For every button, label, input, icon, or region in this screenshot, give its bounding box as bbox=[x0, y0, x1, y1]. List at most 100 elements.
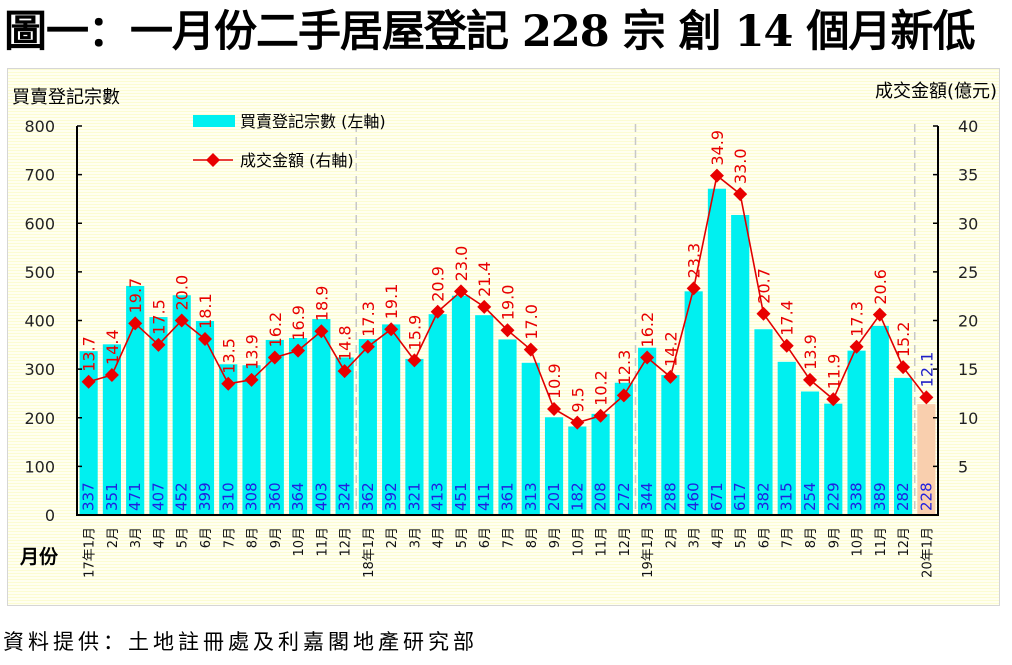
left-tick-label: 500 bbox=[24, 263, 55, 282]
bar-value-label: 310 bbox=[219, 482, 237, 511]
line-value-label: 33.0 bbox=[731, 148, 750, 184]
bar bbox=[288, 338, 308, 515]
line-marker-diamond-icon bbox=[803, 372, 818, 387]
line-marker-diamond-icon bbox=[360, 339, 375, 354]
line-value-label: 13.5 bbox=[219, 338, 238, 374]
line-marker-diamond-icon bbox=[733, 187, 748, 202]
source-note: 資料提供：土地註冊處及利嘉閣地產研究部 bbox=[3, 630, 478, 654]
line-marker-diamond-icon bbox=[174, 313, 189, 328]
line-marker-diamond-icon bbox=[151, 337, 166, 352]
bar-value-label: 282 bbox=[894, 482, 912, 511]
line-value-label: 14.8 bbox=[336, 325, 355, 361]
bar-value-label: 313 bbox=[522, 482, 540, 511]
left-tick-label: 700 bbox=[24, 166, 55, 185]
bar-value-label: 407 bbox=[149, 482, 167, 511]
line-marker-diamond-icon bbox=[826, 392, 841, 407]
x-tick-label: 3月 bbox=[408, 527, 423, 548]
x-axis-labels: 17年1月 2月 3月 4月 5月 6月 7月 8月 9月 10月 11月 12月 18年1月 2月 3月 4… bbox=[83, 527, 936, 578]
x-tick-label: 2月 bbox=[385, 527, 400, 548]
bar bbox=[195, 320, 215, 515]
bar bbox=[382, 324, 401, 515]
line-marker-diamond-icon bbox=[337, 364, 352, 379]
bar-value-label: 308 bbox=[243, 482, 261, 511]
line-value-label: 18.1 bbox=[196, 293, 215, 329]
line-value-label: 14.2 bbox=[661, 331, 680, 367]
right-tick-label: 15 bbox=[958, 360, 978, 379]
bar bbox=[638, 347, 657, 515]
line-marker-diamond-icon bbox=[453, 284, 468, 299]
line-marker-diamond-icon bbox=[663, 369, 678, 384]
bar-value-labels: 337 351 471 407 452 399 310 308 360 364 403 324 362 3… bbox=[80, 482, 936, 511]
x-tick-label: 8月 bbox=[525, 527, 540, 548]
line-marker-diamond-icon bbox=[477, 299, 492, 314]
x-tick-label: 11月 bbox=[315, 527, 330, 557]
bar-value-label: 228 bbox=[917, 482, 935, 511]
x-tick-label: 18年1月 bbox=[362, 527, 377, 578]
line-marker-diamond-icon bbox=[709, 168, 724, 183]
bar-value-label: 617 bbox=[731, 482, 749, 511]
bar-value-label: 389 bbox=[871, 482, 889, 511]
left-tick-label: 200 bbox=[24, 409, 55, 428]
x-tick-label: 4月 bbox=[711, 527, 726, 548]
bar bbox=[498, 339, 517, 515]
line-value-label: 19.0 bbox=[499, 285, 518, 321]
bar-value-label: 315 bbox=[778, 482, 796, 511]
x-tick-label: 5月 bbox=[734, 527, 749, 548]
line-value-label: 16.9 bbox=[289, 305, 308, 341]
line-marker-diamond-icon bbox=[872, 307, 887, 322]
bar bbox=[102, 344, 121, 515]
bar-value-label: 324 bbox=[336, 482, 354, 511]
bar bbox=[521, 362, 540, 515]
left-tick-label: 300 bbox=[24, 360, 55, 379]
x-tick-label: 8月 bbox=[804, 527, 819, 548]
line-marker-diamond-icon bbox=[314, 324, 329, 339]
right-axis-ticks: 5 10 15 20 25 30 35 40 bbox=[933, 117, 978, 516]
line-value-label: 13.9 bbox=[243, 334, 262, 370]
x-tick-label: 10月 bbox=[851, 527, 866, 557]
x-tick-label: 17年1月 bbox=[83, 527, 98, 578]
x-tick-label: 5月 bbox=[455, 527, 470, 548]
bar-value-label: 362 bbox=[359, 482, 377, 511]
line-value-label: 17.3 bbox=[848, 301, 867, 337]
right-tick-label: 10 bbox=[958, 409, 978, 428]
line-value-label: 13.7 bbox=[80, 336, 99, 372]
x-tick-label: 12月 bbox=[897, 527, 912, 557]
left-tick-label: 800 bbox=[24, 117, 55, 136]
line-marker-diamond-icon bbox=[197, 331, 212, 346]
legend-bar-swatch bbox=[193, 115, 235, 127]
line-marker-diamond-icon bbox=[570, 415, 585, 430]
line-value-label: 19.7 bbox=[126, 278, 145, 314]
line-value-label: 17.4 bbox=[778, 300, 797, 336]
line-value-label: 34.9 bbox=[708, 130, 727, 166]
bar bbox=[731, 214, 750, 515]
line-value-label: 14.4 bbox=[103, 329, 122, 365]
legend-line-label: 成交金額 (右軸) bbox=[240, 151, 354, 170]
line-marker-diamond-icon bbox=[104, 367, 119, 382]
x-tick-label: 8月 bbox=[246, 527, 261, 548]
bar-value-label: 360 bbox=[266, 482, 284, 511]
x-tick-label: 2月 bbox=[106, 527, 121, 548]
right-tick-label: 35 bbox=[958, 166, 978, 185]
legend-diamond-marker-icon bbox=[206, 153, 220, 167]
line-marker-diamond-icon bbox=[686, 281, 701, 296]
line-value-label: 23.3 bbox=[685, 243, 704, 279]
left-tick-label: 0 bbox=[45, 506, 55, 525]
x-tick-label: 9月 bbox=[269, 527, 284, 548]
x-tick-label: 9月 bbox=[548, 527, 563, 548]
bar-value-label: 671 bbox=[708, 482, 726, 511]
bar bbox=[265, 339, 284, 515]
bar bbox=[544, 417, 564, 515]
bar bbox=[917, 404, 936, 515]
x-tick-label: 3月 bbox=[688, 527, 703, 548]
bar bbox=[242, 365, 261, 515]
bar-value-label: 344 bbox=[638, 482, 656, 511]
x-tick-label: 7月 bbox=[781, 527, 796, 548]
bar bbox=[451, 295, 471, 515]
bar bbox=[870, 325, 889, 515]
line-marker-diamond-icon bbox=[244, 372, 259, 387]
x-tick-label: 7月 bbox=[502, 527, 517, 548]
line-value-label: 12.3 bbox=[615, 350, 634, 386]
line-value-label: 20.0 bbox=[173, 275, 192, 311]
right-axis-title: 成交金額(億元) bbox=[875, 81, 997, 102]
